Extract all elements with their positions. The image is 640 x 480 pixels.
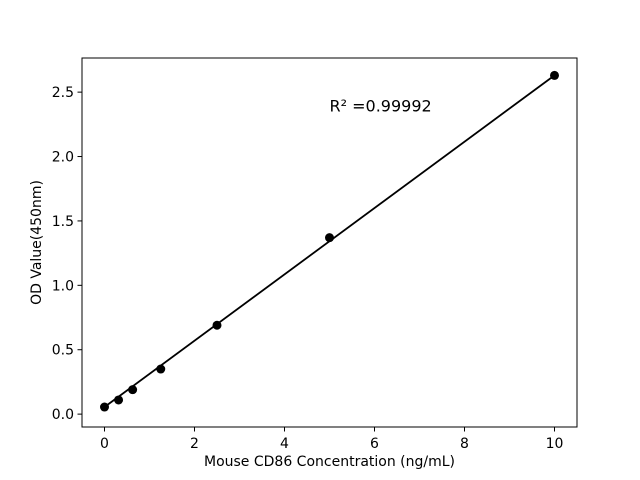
x-axis-label: Mouse CD86 Concentration (ng/mL) xyxy=(204,454,455,470)
data-point xyxy=(212,320,222,330)
x-tick-label: 4 xyxy=(280,436,289,452)
data-point xyxy=(100,402,109,412)
data-point xyxy=(128,385,138,395)
x-tick-label: 0 xyxy=(100,436,109,452)
y-tick-label: 0.0 xyxy=(52,407,74,423)
data-point xyxy=(550,70,559,80)
data-point xyxy=(156,364,166,374)
plot-frame xyxy=(81,57,578,428)
x-tick-label: 2 xyxy=(190,436,199,452)
x-tick-label: 8 xyxy=(460,436,469,452)
y-tick-label: 0.5 xyxy=(52,343,74,359)
y-tick-label: 1.5 xyxy=(52,214,74,230)
data-point xyxy=(114,395,124,405)
r-squared-annotation: R² =0.99992 xyxy=(330,96,432,115)
x-axis-ticks: 0 2 4 6 8 10 xyxy=(100,427,563,452)
y-tick-label: 2.0 xyxy=(52,150,74,166)
data-series: R² =0.99992 xyxy=(100,70,559,412)
x-tick-label: 10 xyxy=(546,436,564,452)
y-tick-label: 2.5 xyxy=(52,85,74,101)
x-tick-label: 6 xyxy=(370,436,379,452)
y-axis-label: OD Value(450nm) xyxy=(29,180,45,305)
y-tick-label: 1.0 xyxy=(52,278,74,294)
data-point xyxy=(325,233,334,243)
y-axis-ticks: 0.0 0.5 1.0 1.5 2.0 2.5 xyxy=(52,85,82,423)
